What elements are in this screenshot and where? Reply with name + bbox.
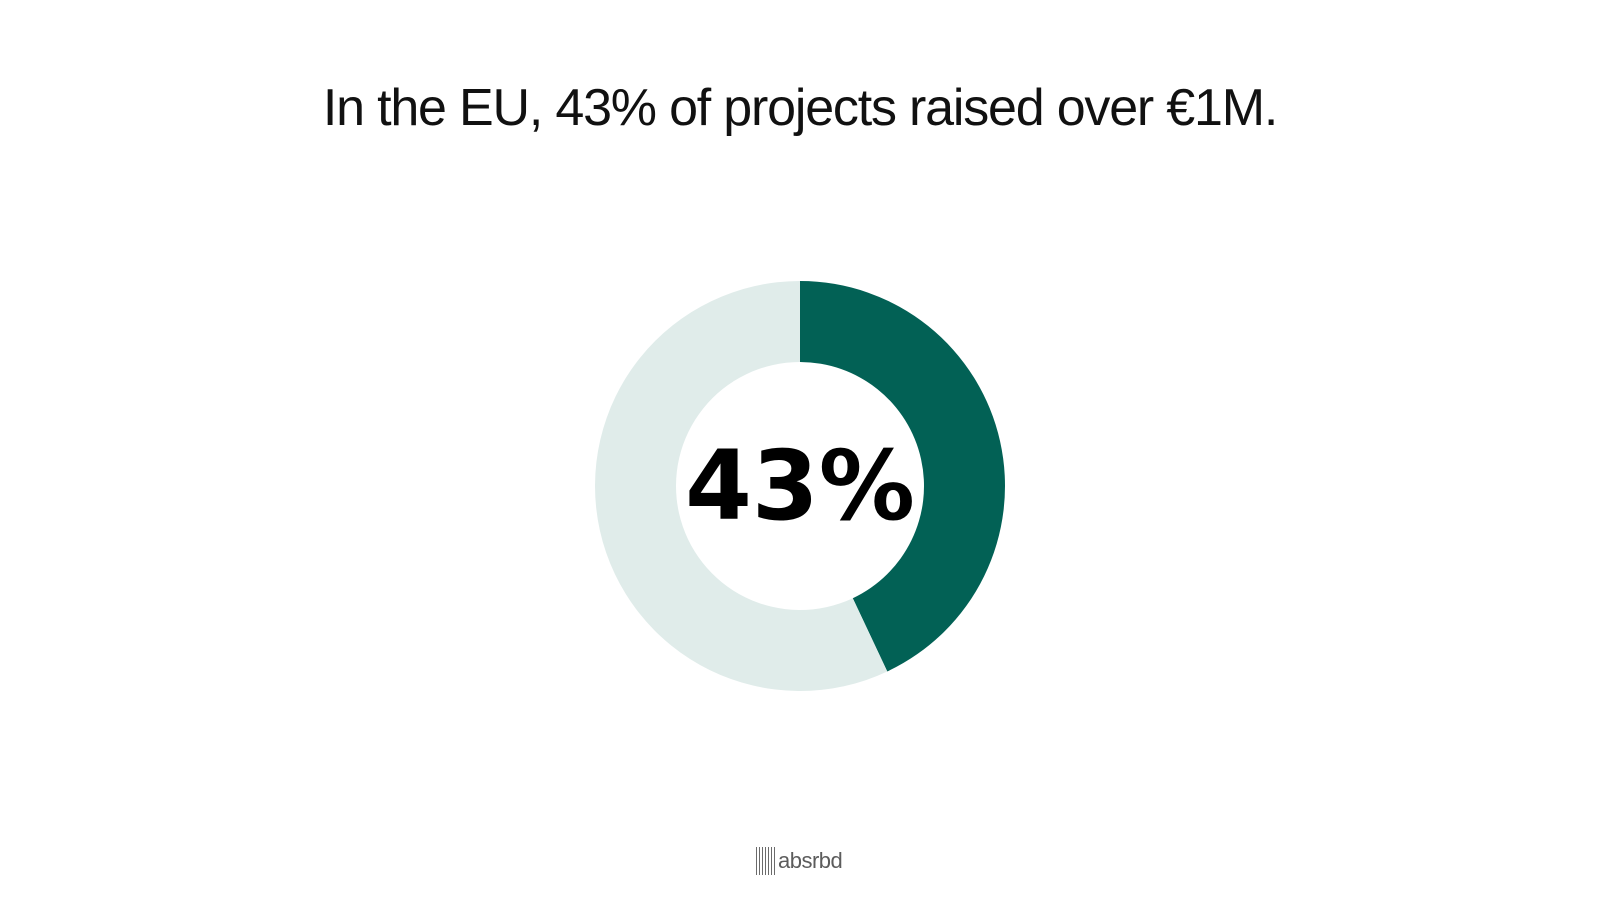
donut-chart: 43% <box>595 281 1005 691</box>
brand-name: absrbd <box>778 848 843 873</box>
brand-logo: absrbd <box>756 846 843 876</box>
page-title: In the EU, 43% of projects raised over €… <box>322 79 1278 137</box>
donut-slice-remainder <box>595 281 888 691</box>
donut-slice-highlight <box>800 281 1005 672</box>
center-percentage-label: 43% <box>685 430 915 542</box>
donut-slices <box>595 281 1005 691</box>
barcode-icon <box>756 847 775 875</box>
